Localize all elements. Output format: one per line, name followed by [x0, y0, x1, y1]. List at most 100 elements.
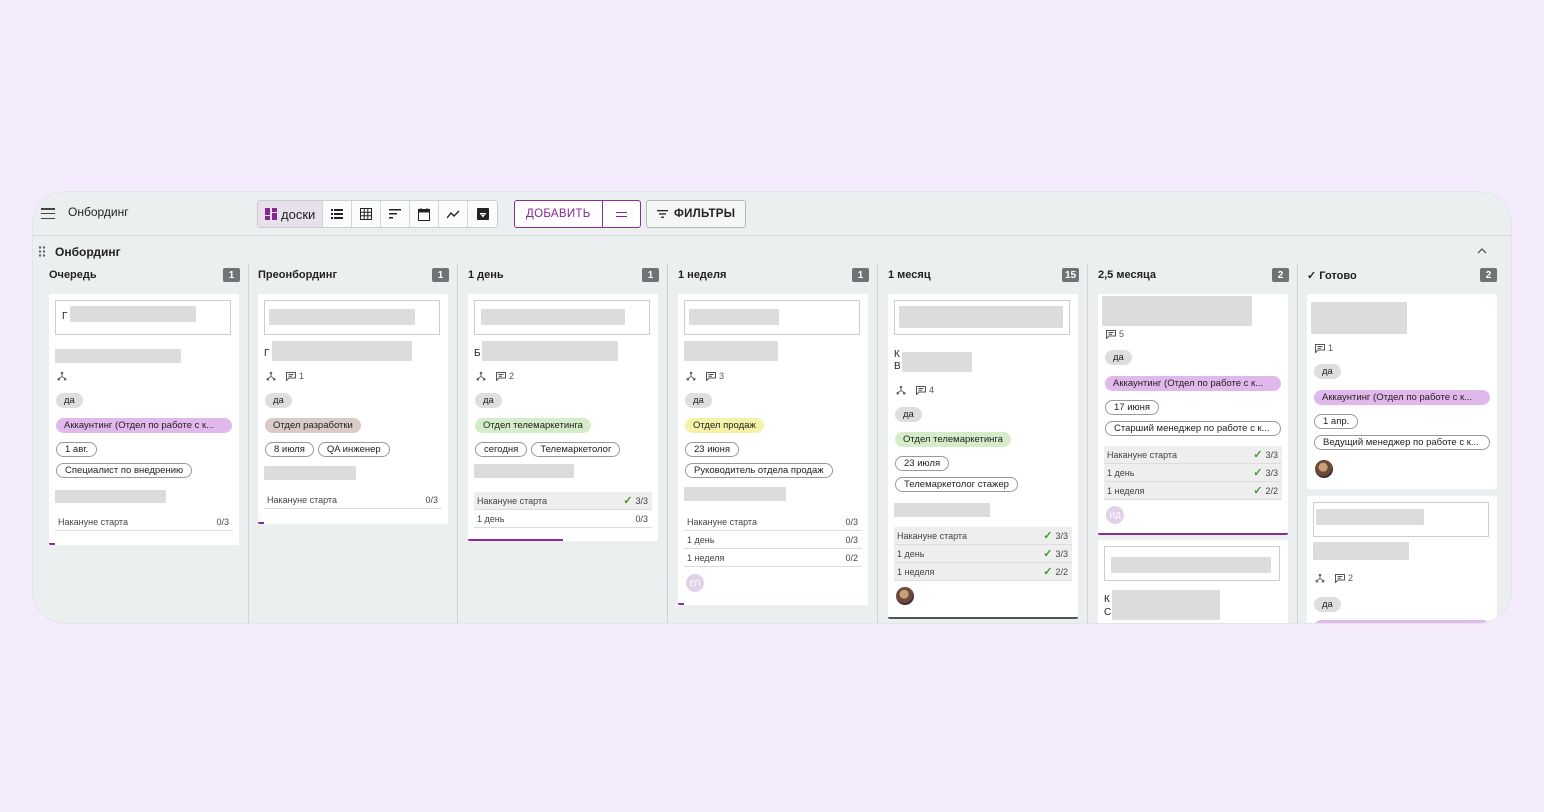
column-month-2-5: 2,5 месяца 2 5 да Аккаунтинг (Отдел по р…: [1088, 263, 1298, 623]
column-count-badge: 15: [1062, 268, 1079, 282]
view-archive-button[interactable]: [468, 201, 497, 227]
checklist-row[interactable]: Накануне старта ✓ 3/3: [474, 492, 652, 510]
checklist-row[interactable]: 1 день 0/3: [474, 510, 652, 528]
checklist-row[interactable]: Накануне старта ✓ 3/3: [894, 527, 1072, 545]
card-title-box: [894, 300, 1070, 335]
redacted-title: [899, 306, 1063, 328]
checklist-row[interactable]: 1 неделя 0/2: [684, 549, 862, 567]
department-chip[interactable]: Отдел телемаркетинга: [895, 432, 1011, 447]
department-chip[interactable]: Отдел продаж: [685, 418, 764, 433]
tag-chip[interactable]: да: [1105, 350, 1132, 365]
department-chip[interactable]: Аккаунтинг (Отдел по работе с к...: [1314, 390, 1490, 405]
checklist-row[interactable]: 1 неделя ✓ 2/2: [894, 563, 1072, 581]
role-chip[interactable]: Руководитель отдела продаж: [685, 463, 833, 478]
view-list-button[interactable]: [323, 201, 353, 227]
checklist: Накануне старта ✓ 3/3 1 день 0/3: [474, 492, 652, 528]
tag-chip[interactable]: да: [1314, 597, 1341, 612]
tag-chip[interactable]: да: [56, 393, 83, 408]
view-calendar-button[interactable]: [410, 201, 440, 227]
checklist-row[interactable]: Накануне старта 0/3: [264, 491, 442, 509]
comment-count: 1: [1328, 343, 1334, 353]
card-title-box: [474, 300, 650, 335]
checklist-row[interactable]: 1 день ✓ 3/3: [894, 545, 1072, 563]
view-gantt-button[interactable]: [381, 201, 411, 227]
task-card[interactable]: К С: [1098, 540, 1288, 623]
view-boards-button[interactable]: доски: [258, 201, 324, 227]
card-title-fragment: К: [1104, 594, 1110, 605]
column-count-badge: 1: [223, 268, 240, 282]
column-title: Очередь: [49, 269, 97, 281]
task-card[interactable]: Г 1 да Отдел разработки 8 июля QA инжене…: [258, 294, 448, 524]
task-card[interactable]: К В 4 да Отдел телемаркетинга 23 июля Те…: [888, 294, 1078, 619]
date-chip[interactable]: 1 авг.: [56, 442, 98, 457]
department-chip[interactable]: Отдел разработки: [265, 418, 361, 433]
checklist-value: 0/3: [845, 516, 858, 527]
role-chip[interactable]: Старший менеджер по работе с к...: [1105, 421, 1281, 436]
avatar[interactable]: [1315, 460, 1333, 478]
checklist-row[interactable]: Накануне старта 0/3: [55, 513, 233, 531]
avatar[interactable]: ИД: [1106, 506, 1124, 524]
card-title-fragment: К: [894, 349, 900, 360]
department-chip[interactable]: Отдел телемаркетинга: [475, 418, 591, 433]
checklist-value: 3/3: [1265, 449, 1278, 460]
add-menu-button[interactable]: [601, 201, 640, 227]
tag-chip[interactable]: да: [265, 393, 292, 408]
checklist-row[interactable]: Накануне старта 0/3: [684, 513, 862, 531]
task-card[interactable]: Б 2 да Отдел телемаркетинга сегодня Теле…: [468, 294, 658, 541]
redacted-title: [689, 309, 779, 325]
department-chip[interactable]: Аккаунтинг (Отдел по работе с к...: [56, 418, 232, 433]
column-week-1: 1 неделя 1 3 да Отдел продаж 23 июня Рук…: [668, 263, 878, 623]
date-chip[interactable]: 17 июня: [1105, 400, 1160, 415]
column-month-1: 1 месяц 15 К В 4 да Отдел телемаркетинга…: [878, 263, 1088, 623]
drag-handle-icon[interactable]: [38, 246, 46, 257]
task-card[interactable]: 1 да Аккаунтинг (Отдел по работе с к... …: [1307, 294, 1497, 489]
redacted-name: [684, 341, 778, 361]
date-chip[interactable]: сегодня: [475, 442, 528, 457]
tag-chip[interactable]: да: [685, 393, 712, 408]
date-chip[interactable]: 23 июля: [895, 456, 950, 471]
checklist-row[interactable]: 1 день ✓ 3/3: [1104, 464, 1282, 482]
role-chip[interactable]: QA инженер: [317, 442, 390, 457]
checklist-row[interactable]: 1 день 0/3: [684, 531, 862, 549]
task-card[interactable]: 3 да Отдел продаж 23 июня Руководитель о…: [678, 294, 868, 605]
card-title-fragment: Г: [264, 348, 270, 359]
card-title-box: [264, 300, 440, 335]
filters-label: ФИЛЬТРЫ: [674, 208, 736, 220]
filters-button[interactable]: ФИЛЬТРЫ: [646, 200, 747, 228]
chip-row: 8 июля QA инженер: [265, 442, 390, 457]
view-chart-button[interactable]: [439, 201, 469, 227]
role-chip[interactable]: Ведущий менеджер по работе с к...: [1314, 435, 1490, 450]
check-icon: ✓: [1043, 548, 1053, 560]
column-title: 2,5 месяца: [1098, 269, 1157, 281]
date-chip[interactable]: 23 июня: [685, 442, 740, 457]
checklist-label: 1 неделя: [1107, 485, 1145, 496]
task-card[interactable]: Г да Аккаунтинг (Отдел по работе с к... …: [49, 294, 239, 545]
date-chip[interactable]: 1 апр.: [1314, 414, 1359, 429]
check-icon: ✓: [1307, 270, 1320, 282]
subtask-icon: [1315, 573, 1325, 583]
tag-chip[interactable]: да: [475, 393, 502, 408]
department-chip[interactable]: [1314, 620, 1490, 623]
role-chip[interactable]: Телемаркетолог: [531, 442, 621, 457]
redacted-title: [1111, 557, 1271, 573]
column-count-badge: 2: [1272, 268, 1289, 282]
avatar[interactable]: ЕП: [686, 574, 704, 592]
tag-chip[interactable]: да: [1314, 364, 1341, 379]
task-card[interactable]: 5 да Аккаунтинг (Отдел по работе с к... …: [1098, 294, 1288, 535]
avatar[interactable]: [896, 587, 914, 605]
card-title-box: [1313, 502, 1489, 537]
chevron-up-icon[interactable]: [1477, 248, 1487, 254]
checklist-row[interactable]: Накануне старта ✓ 3/3: [1104, 446, 1282, 464]
task-card[interactable]: 2 да: [1307, 496, 1497, 623]
checklist-row[interactable]: 1 неделя ✓ 2/2: [1104, 482, 1282, 500]
comment-count: 2: [1348, 573, 1354, 583]
tag-chip[interactable]: да: [895, 407, 922, 422]
role-chip[interactable]: Специалист по внедрению: [56, 463, 193, 478]
department-chip[interactable]: Аккаунтинг (Отдел по работе с к...: [1105, 376, 1281, 391]
add-button[interactable]: ДОБАВИТЬ: [526, 208, 591, 220]
view-table-button[interactable]: [352, 201, 382, 227]
role-chip[interactable]: Телемаркетолог стажер: [895, 477, 1018, 492]
date-chip[interactable]: 8 июля: [265, 442, 314, 457]
chip-row: сегодня Телемаркетолог: [475, 442, 621, 457]
menu-icon[interactable]: [41, 208, 55, 219]
